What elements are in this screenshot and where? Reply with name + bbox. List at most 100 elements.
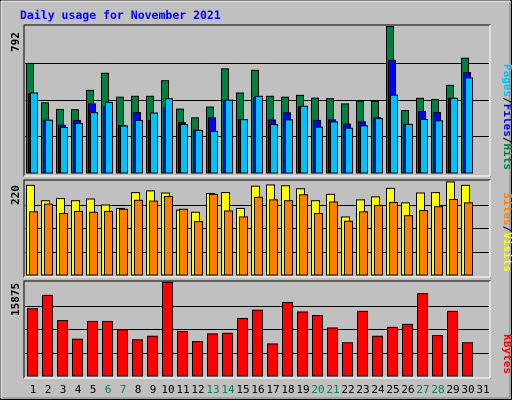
- x-tick-label: 9: [150, 383, 157, 396]
- kbytes-bar: [192, 341, 203, 377]
- kbytes-bar: [297, 311, 308, 377]
- kbytes-bar: [282, 301, 293, 377]
- kbytes-bar: [402, 323, 413, 377]
- legend: Pages/Files/Hits: [501, 64, 512, 170]
- sites-bar: [44, 203, 53, 276]
- x-tick-label: 8: [135, 383, 142, 396]
- pages-bar: [330, 121, 338, 174]
- sites-bar: [269, 199, 278, 276]
- x-tick-label: 4: [75, 383, 82, 396]
- sites-bar: [74, 210, 83, 276]
- pages-bar: [120, 125, 128, 174]
- x-tick-label: 19: [296, 383, 309, 396]
- kbytes-bar: [42, 294, 53, 377]
- kbytes-bar: [447, 310, 458, 377]
- sites-bar: [254, 196, 263, 276]
- pages-bar: [45, 119, 53, 174]
- bars: [26, 181, 473, 276]
- sites-bar: [284, 200, 293, 276]
- chart-title: Daily usage for November 2021: [20, 8, 221, 22]
- pages-bar: [60, 126, 68, 174]
- sites-bar: [164, 195, 173, 276]
- pages-bar: [150, 112, 158, 174]
- sites-bar: [194, 221, 203, 276]
- pages-bar: [210, 130, 218, 174]
- y-max-label: 220: [9, 185, 22, 205]
- sites-bar: [344, 220, 353, 276]
- kbytes-bar: [132, 339, 143, 377]
- sites-bar: [119, 208, 128, 276]
- bars: [26, 26, 473, 174]
- kbytes-bar: [357, 310, 368, 377]
- pages-bar: [165, 98, 173, 174]
- kbytes-bar: [342, 342, 353, 377]
- pages-bar: [30, 92, 38, 174]
- pages-bar: [405, 124, 413, 174]
- x-tick-label: 22: [341, 383, 354, 396]
- sites-bar: [299, 194, 308, 276]
- pages-bar: [435, 120, 443, 174]
- kbytes-bar: [117, 329, 128, 377]
- kbytes-bar: [27, 308, 38, 377]
- pages-bar: [360, 125, 368, 174]
- x-tick-label: 29: [446, 383, 459, 396]
- x-tick-label: 21: [326, 383, 339, 396]
- sites-bar: [404, 215, 413, 276]
- kbytes-bar: [417, 293, 428, 377]
- kbytes-bar: [57, 320, 68, 377]
- kbytes-bar: [267, 343, 278, 377]
- pages-bar: [225, 99, 233, 174]
- x-tick-label: 3: [60, 383, 67, 396]
- x-tick-label: 30: [461, 383, 474, 396]
- sites-bar: [179, 208, 188, 276]
- legend-pages: Pages: [501, 64, 512, 97]
- x-tick-label: 5: [90, 383, 97, 396]
- sites-bar: [449, 198, 458, 276]
- sites-bar: [29, 211, 38, 276]
- pages-bar: [450, 97, 458, 174]
- x-tick-label: 15: [236, 383, 249, 396]
- x-tick-label: 14: [221, 383, 235, 396]
- kbytes-bar: [387, 326, 398, 377]
- legend-hits: Hits: [501, 144, 512, 171]
- legend-sep: /: [501, 97, 512, 104]
- pages-bar: [240, 119, 248, 174]
- sites-bar: [359, 211, 368, 276]
- kbytes-bar: [432, 335, 443, 377]
- pages-bar: [135, 119, 143, 174]
- pages-bar: [180, 124, 188, 174]
- kbytes-bar: [327, 327, 338, 377]
- sites-bar: [419, 210, 428, 276]
- legend-kbytes: KBytes: [501, 334, 512, 374]
- legend: KBytes: [501, 334, 512, 374]
- kbytes-panel: 15875 KBytes: [9, 280, 512, 379]
- x-tick-label: 23: [356, 383, 369, 396]
- kbytes-bar: [312, 315, 323, 377]
- kbytes-bar: [177, 330, 188, 377]
- sites-bar: [464, 202, 473, 276]
- x-tick-label: 18: [281, 383, 294, 396]
- sites-bar: [374, 204, 383, 276]
- pages-bar: [195, 129, 203, 174]
- sites-bar: [149, 200, 158, 276]
- pages-bar: [255, 95, 263, 174]
- sites-bar: [329, 201, 338, 276]
- kbytes-bar: [252, 309, 263, 377]
- x-tick-label: 26: [401, 383, 414, 396]
- legend-files: Files: [501, 104, 512, 137]
- sites-bar: [434, 206, 443, 276]
- legend: Sites/Visits: [501, 193, 512, 273]
- kbytes-bar: [207, 333, 218, 377]
- x-tick-label: 24: [371, 383, 385, 396]
- legend-visits: Visits: [501, 232, 512, 272]
- y-max-label: 792: [9, 32, 22, 52]
- kbytes-bar: [462, 342, 473, 377]
- x-tick-label: 25: [386, 383, 399, 396]
- sites-visits-panel: 220 Sites/Visits: [9, 179, 512, 278]
- sites-bar: [314, 213, 323, 276]
- x-tick-label: 13: [206, 383, 219, 396]
- pages-bar: [390, 94, 398, 174]
- sites-bar: [389, 201, 398, 276]
- kbytes-bar: [222, 332, 233, 377]
